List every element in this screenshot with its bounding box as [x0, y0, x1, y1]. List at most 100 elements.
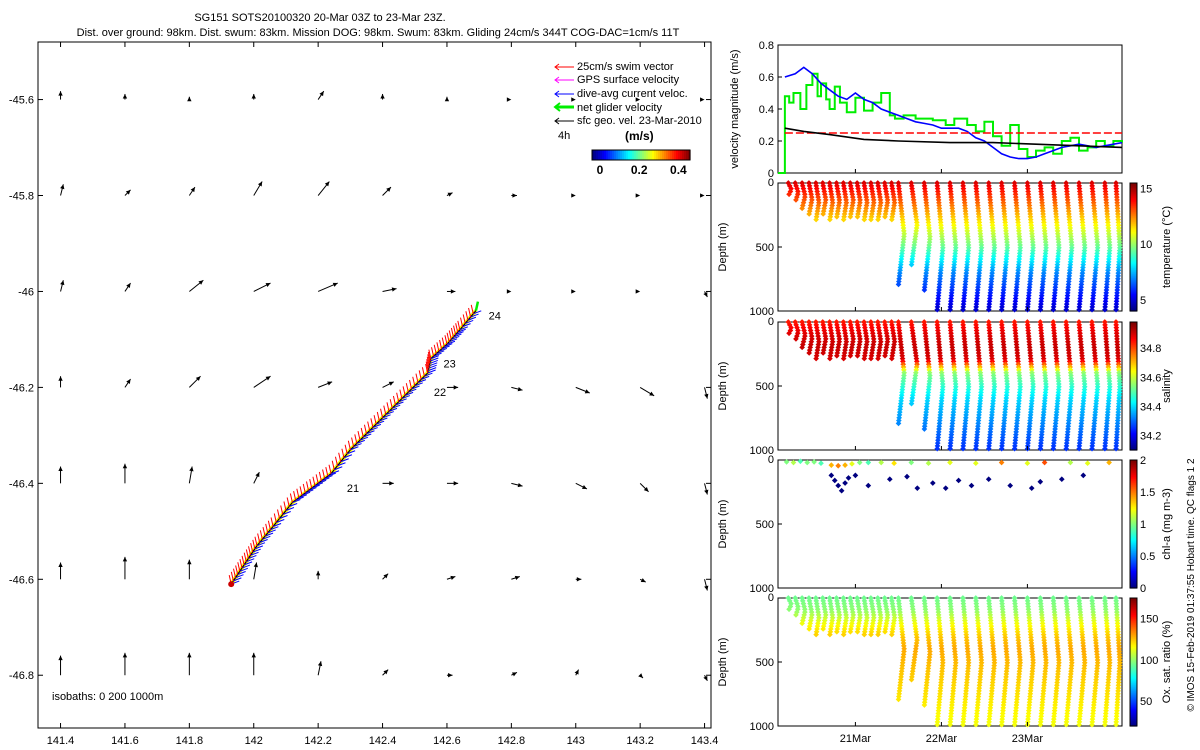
- dac-vector: [292, 499, 301, 503]
- colorbar-cell: [1130, 336, 1137, 339]
- speed-colorbar-cell: [610, 150, 613, 160]
- geo-velocity-vector: [189, 279, 204, 292]
- colorbar-cell: [1130, 358, 1137, 361]
- colorbar-cell: [1130, 624, 1137, 627]
- colorbar-cell: [1130, 231, 1137, 234]
- colorbar-cell: [1130, 540, 1137, 543]
- sample-point: [793, 612, 799, 618]
- sample-point: [845, 475, 852, 481]
- colorbar-cell: [1130, 572, 1137, 575]
- colorbar-tick-label: 0.5: [1140, 551, 1155, 563]
- sample-point: [835, 462, 842, 469]
- speed-colorbar-cell: [624, 150, 627, 160]
- swim-vector: [415, 373, 419, 383]
- geo-velocity-vector: [446, 385, 459, 390]
- colorbar-cell: [1130, 522, 1137, 525]
- velocity-series-0: [778, 72, 1123, 174]
- sample-point: [882, 352, 888, 359]
- map-xtick-label: 143.4: [691, 735, 719, 747]
- sample-point: [886, 476, 893, 483]
- sample-point: [895, 696, 902, 703]
- panel-ytick-label: 1000: [750, 721, 774, 733]
- geo-velocity-vector: [122, 556, 128, 580]
- colorbar-cell: [1130, 197, 1137, 200]
- panel-scatter: [785, 595, 1123, 728]
- dac-vector: [444, 343, 453, 348]
- colorbar-cell: [1130, 614, 1137, 617]
- geo-velocity-vector: [639, 482, 649, 493]
- dac-vector: [429, 362, 438, 367]
- colorbar-cell: [1130, 466, 1137, 469]
- swim-vector: [426, 356, 430, 366]
- sample-point: [904, 473, 910, 480]
- speed-colorbar-cell: [634, 150, 637, 160]
- dac-vector: [301, 491, 311, 496]
- sample-point: [854, 352, 861, 359]
- sample-point: [847, 628, 854, 635]
- colorbar-cell: [1130, 602, 1137, 605]
- colorbar-cell: [1130, 574, 1137, 577]
- dac-vector: [430, 357, 439, 362]
- colorbar-cell: [1130, 444, 1137, 447]
- colorbar-cell: [1130, 622, 1137, 625]
- dac-vector: [250, 551, 259, 556]
- speed-colorbar-cell: [674, 150, 677, 160]
- swim-vector: [344, 444, 348, 454]
- geo-velocity-vector: [571, 193, 576, 198]
- sample-point: [908, 459, 915, 466]
- colorbar-cell: [1130, 628, 1137, 631]
- swim-vector: [380, 408, 384, 418]
- swim-vector: [421, 367, 425, 377]
- swim-vector: [396, 392, 400, 402]
- velocity-panel: 0 0.2 0.4 0.6 0.8 velocity magnitude (m/s): [729, 40, 1123, 180]
- swim-vector: [386, 402, 390, 412]
- colorbar-cell: [1130, 362, 1137, 365]
- colorbar-cell: [1130, 275, 1137, 278]
- colorbar-cell: [1130, 360, 1137, 363]
- swim-vector: [302, 483, 306, 494]
- swim-vector: [465, 311, 469, 321]
- geo-velocity-vector: [58, 466, 63, 484]
- speed-colorbar-cell: [640, 150, 643, 160]
- dac-vector: [441, 345, 450, 350]
- colorbar-cell: [1130, 338, 1137, 341]
- colorbar-cell: [1130, 702, 1137, 705]
- dac-vector: [233, 577, 242, 582]
- geo-velocity-vector: [575, 386, 590, 394]
- colorbar-cell: [1130, 564, 1137, 567]
- colorbar-cell: [1130, 468, 1137, 471]
- panel-ytick-label: 0: [768, 316, 774, 328]
- colorbar-cell: [1130, 438, 1137, 441]
- speed-colorbar-cell: [604, 150, 607, 160]
- colorbar-cell: [1130, 183, 1137, 186]
- colorbar-cell: [1130, 378, 1137, 381]
- colorbar-cell: [1130, 464, 1137, 467]
- velocity-series-1: [784, 66, 1123, 160]
- colorbar-cell: [1130, 386, 1137, 389]
- geo-velocity-vector: [635, 289, 641, 294]
- swim-vector: [448, 330, 452, 340]
- sample-point: [820, 211, 826, 217]
- colorbar-cell: [1130, 560, 1137, 563]
- colorbar-cell: [1130, 496, 1137, 499]
- colorbar-cell: [1130, 277, 1137, 280]
- swim-vector: [462, 314, 466, 324]
- sample-point: [1037, 478, 1044, 485]
- speed-colorbar-cell: [614, 150, 617, 160]
- dac-vector: [254, 545, 263, 550]
- geo-velocity-vector: [382, 287, 397, 292]
- swim-vector: [373, 415, 377, 425]
- colorbar-cell: [1130, 508, 1137, 511]
- swim-vector: [286, 497, 290, 507]
- sample-point: [960, 306, 966, 313]
- sample-point: [908, 261, 915, 268]
- speed-colorbar-cell: [642, 150, 645, 160]
- colorbar-label: Ox. sat. ratio (%): [1161, 621, 1173, 704]
- sample-point: [947, 445, 953, 452]
- colorbar-cell: [1130, 714, 1137, 717]
- geo-velocity-vector: [187, 559, 192, 580]
- colorbar-cell: [1130, 636, 1137, 639]
- colorbar-frame: [1129, 321, 1138, 451]
- dac-vector: [395, 401, 404, 406]
- colorbar-cell: [1130, 229, 1137, 232]
